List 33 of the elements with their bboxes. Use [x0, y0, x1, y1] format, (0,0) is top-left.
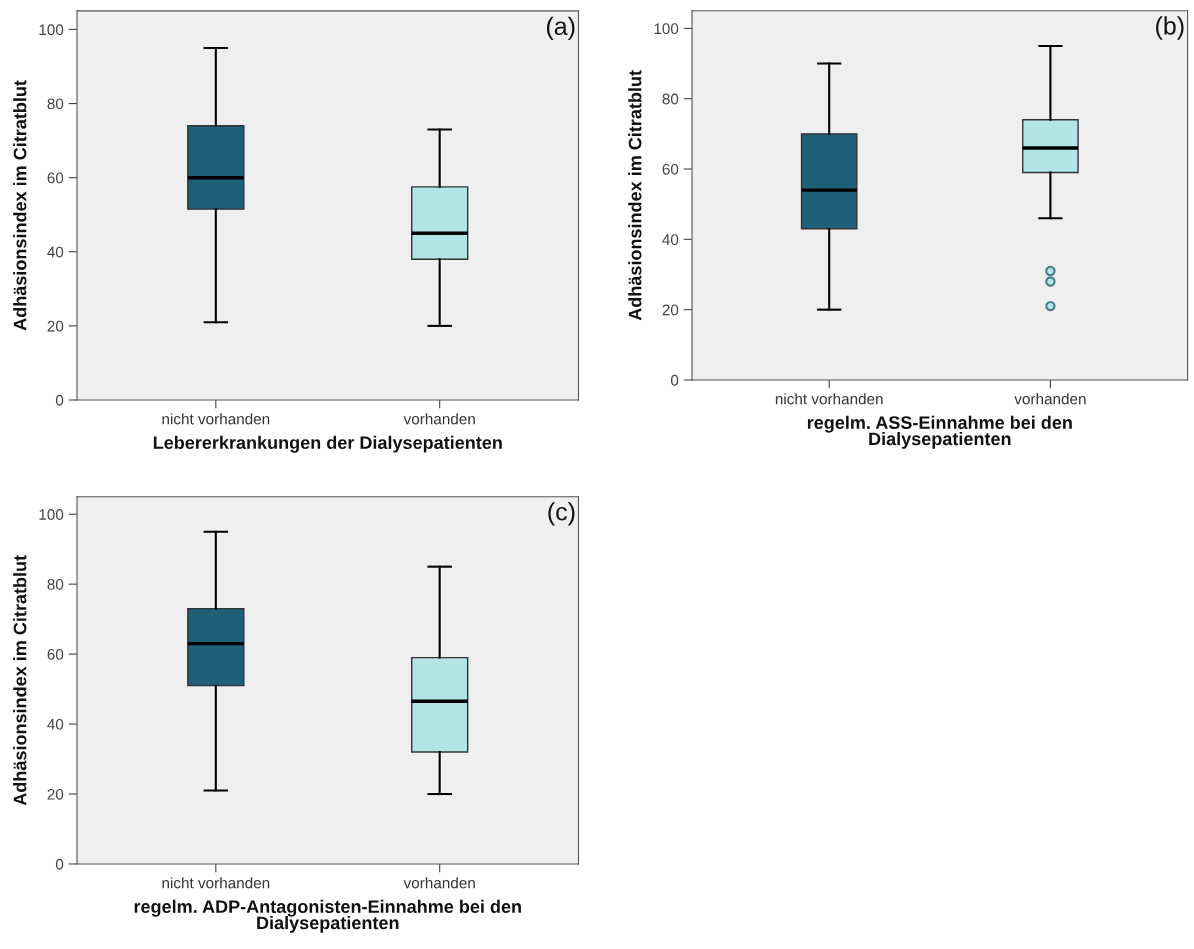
y-tick-label: 100 [39, 509, 64, 520]
y-tick-label: 20 [662, 304, 679, 316]
annotation: (a) [546, 16, 575, 41]
y-tick-label: 40 [47, 246, 64, 258]
annotation: (b) [1156, 16, 1184, 40]
x-tick-label: vorhanden [403, 877, 475, 889]
y-tick-label: 40 [47, 718, 64, 730]
y-tick-label: 100 [654, 23, 679, 35]
x-tick-label: nicht vorhanden [775, 393, 883, 405]
x-tick-label: nicht vorhanden [162, 877, 270, 889]
y-tick-label: 0 [55, 858, 64, 870]
y-tick-label: 60 [47, 172, 64, 184]
x-tick-label: vorhanden [1014, 393, 1086, 405]
x-axis-title: regelm. ADP-Antagonisten-Einnahme bei den Dialysepatienten [134, 899, 521, 933]
y-axis-title: Adhäsionsindex im Citratblut [13, 80, 27, 331]
y-tick-label: 0 [55, 394, 64, 406]
y-axis-title: Adhäsionsindex im Citratblut [628, 70, 642, 321]
y-tick-label: 0 [670, 374, 679, 386]
x-axis-title: Lebererkrankungen der Dialysepatienten [153, 435, 502, 453]
y-tick-label: 20 [47, 788, 64, 800]
y-tick-label: 60 [47, 648, 64, 660]
y-tick-label: 80 [662, 93, 679, 105]
x-tick-label: vorhanden [403, 413, 475, 425]
x-axis-title: regelm. ASS-Einnahme bei den Dialysepatienten [807, 415, 1072, 449]
y-tick-label: 80 [47, 579, 64, 590]
y-tick-label: 20 [47, 320, 64, 332]
y-tick-label: 80 [47, 98, 64, 110]
y-tick-label: 40 [662, 234, 679, 246]
y-axis-title: Adhäsionsindex im Citratblut [13, 555, 27, 806]
y-tick-label: 100 [39, 24, 64, 36]
x-tick-label: nicht vorhanden [162, 413, 270, 425]
y-tick-label: 60 [662, 163, 679, 175]
annotation: (c) [548, 502, 575, 526]
